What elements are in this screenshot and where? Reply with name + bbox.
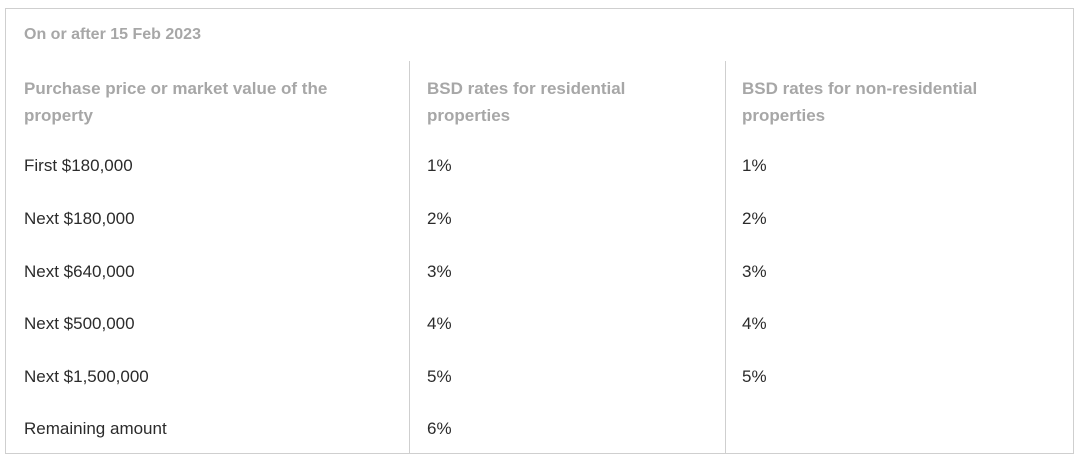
- purchase-price-cell: Next $640,000: [24, 262, 135, 281]
- non-residential-rate-cell: 4%: [742, 314, 767, 333]
- table-row: Next $640,000 3% 3%: [6, 260, 1073, 312]
- column-header-residential-rates: BSD rates for residential properties: [427, 79, 626, 125]
- residential-rate-cell: 5%: [427, 367, 452, 386]
- column-divider: [725, 61, 726, 453]
- table-row: Next $1,500,000 5% 5%: [6, 365, 1073, 417]
- column-header-non-residential-rates: BSD rates for non-residential properties: [742, 79, 978, 125]
- table-caption: On or after 15 Feb 2023: [24, 26, 201, 43]
- purchase-price-cell: Next $180,000: [24, 209, 135, 228]
- residential-rate-cell: 4%: [427, 314, 452, 333]
- residential-rate-cell: 1%: [427, 156, 452, 175]
- residential-rate-cell: 3%: [427, 262, 452, 281]
- table-row: Next $180,000 2% 2%: [6, 207, 1073, 259]
- non-residential-rate-cell: 2%: [742, 209, 767, 228]
- purchase-price-cell: First $180,000: [24, 156, 133, 175]
- column-header-purchase-price: Purchase price or market value of the pr…: [24, 79, 328, 125]
- purchase-price-cell: Next $500,000: [24, 314, 135, 333]
- non-residential-rate-cell: 1%: [742, 156, 767, 175]
- table-row: Next $500,000 4% 4%: [6, 312, 1073, 364]
- residential-rate-cell: 2%: [427, 209, 452, 228]
- purchase-price-cell: Remaining amount: [24, 419, 167, 438]
- table-row: First $180,000 1% 1%: [6, 154, 1073, 206]
- residential-rate-cell: 6%: [427, 419, 452, 438]
- column-divider: [409, 61, 410, 453]
- purchase-price-cell: Next $1,500,000: [24, 367, 149, 386]
- non-residential-rate-cell: 3%: [742, 262, 767, 281]
- non-residential-rate-cell: 5%: [742, 367, 767, 386]
- bsd-rates-table: On or after 15 Feb 2023 Purchase price o…: [5, 8, 1074, 454]
- table-row: Remaining amount 6%: [6, 417, 1073, 469]
